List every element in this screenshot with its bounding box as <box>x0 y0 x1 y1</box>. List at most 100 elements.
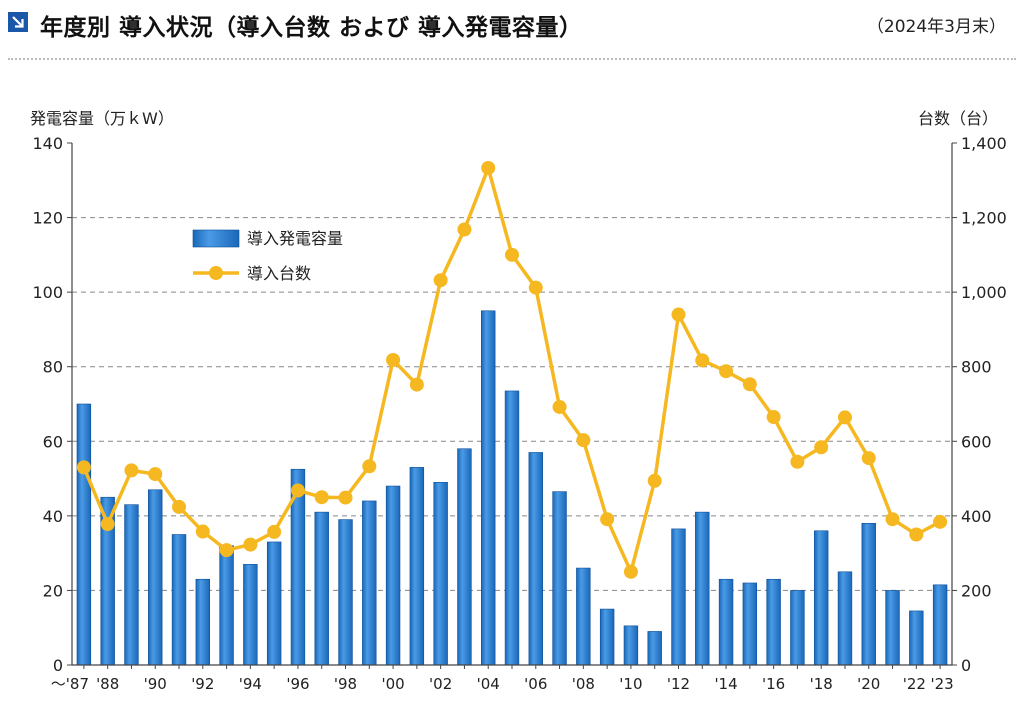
right-tick-label: 400 <box>961 507 992 526</box>
left-axis-title: 発電容量（万ｋW） <box>30 109 174 128</box>
bar <box>528 452 543 666</box>
line-point <box>647 473 662 488</box>
right-tick-label: 800 <box>961 358 992 377</box>
legend-label-bar: 導入発電容量 <box>247 229 343 248</box>
x-tick-label: '98 <box>334 675 357 693</box>
bar <box>599 608 615 666</box>
line-point <box>290 483 305 498</box>
x-tick-label: '02 <box>429 675 452 693</box>
left-tick-label: 20 <box>43 581 63 600</box>
x-tick-label: ～'87 <box>51 675 89 693</box>
x-tick-label: '92 <box>191 675 214 693</box>
bar <box>171 534 187 666</box>
page-title: 年度別 導入状況（導入台数 および 導入発電容量） <box>40 15 583 41</box>
line-point <box>623 564 638 579</box>
bar <box>932 584 948 666</box>
bar <box>647 631 662 666</box>
line-point <box>148 467 163 482</box>
left-tick-label: 40 <box>43 507 63 526</box>
line-point <box>433 273 448 288</box>
right-tick-label: 1,400 <box>961 134 1007 153</box>
line-point <box>172 499 187 514</box>
bar <box>148 489 163 666</box>
bar <box>742 582 758 666</box>
left-tick-label: 60 <box>43 432 63 451</box>
line-point <box>576 433 591 448</box>
x-tick-label: '88 <box>96 675 119 693</box>
x-tick-label: '94 <box>239 675 262 693</box>
line-point <box>885 512 900 527</box>
x-tick-label: '12 <box>667 675 690 693</box>
x-tick-label: '20 <box>857 675 880 693</box>
bar <box>219 545 234 666</box>
right-tick-label: 0 <box>961 656 971 675</box>
bar <box>409 467 425 666</box>
bar <box>813 530 829 666</box>
bar <box>243 564 258 666</box>
x-tick-label: '10 <box>619 675 642 693</box>
x-tick-label: '18 <box>810 675 833 693</box>
line-point <box>362 459 377 474</box>
line-point <box>409 377 424 392</box>
legend-label-line: 導入台数 <box>247 264 311 283</box>
line-point <box>861 451 876 466</box>
line-point <box>719 364 734 379</box>
bar <box>671 528 686 666</box>
left-tick-label: 140 <box>32 134 63 153</box>
line-point <box>552 399 567 414</box>
arrow-down-right-icon <box>8 12 28 32</box>
bar <box>837 571 853 666</box>
x-tick-label: '90 <box>144 675 167 693</box>
bar <box>338 519 353 666</box>
left-tick-label: 80 <box>43 358 63 377</box>
line-point <box>338 490 353 505</box>
x-tick-label: '14 <box>714 675 737 693</box>
line-point <box>505 247 519 262</box>
bar <box>314 511 329 666</box>
x-tick-label: '00 <box>381 675 404 693</box>
line-point <box>267 524 282 539</box>
left-tick-label: 120 <box>32 209 63 228</box>
bar <box>623 625 639 666</box>
line-point <box>671 307 686 322</box>
bar <box>195 578 211 666</box>
line-point <box>314 490 329 505</box>
line-point <box>742 377 757 392</box>
x-tick-label: '16 <box>762 675 785 693</box>
line-point <box>528 280 543 295</box>
bar <box>433 481 448 666</box>
x-tick-label: '08 <box>572 675 595 693</box>
x-tick-label: '04 <box>477 675 500 693</box>
x-tick-label: '96 <box>286 675 309 693</box>
line-point <box>933 514 948 529</box>
bar <box>576 567 591 666</box>
line-point <box>766 410 781 425</box>
bar <box>718 578 734 666</box>
bar <box>124 504 139 666</box>
x-tick-label: '22 <box>903 675 926 693</box>
line-point <box>243 537 258 552</box>
left-tick-label: 100 <box>32 283 63 302</box>
right-tick-label: 1,000 <box>961 283 1007 302</box>
line-point <box>837 410 852 425</box>
left-tick-label: 0 <box>53 656 63 675</box>
bar <box>766 578 781 666</box>
line-point <box>481 160 496 175</box>
line-point <box>790 454 805 469</box>
bar <box>885 590 900 666</box>
right-axis-title: 台数（台） <box>918 109 998 128</box>
line-point <box>124 463 139 478</box>
line-point <box>195 524 210 539</box>
x-tick-label: '06 <box>524 675 547 693</box>
bar <box>552 491 567 666</box>
line-point <box>695 353 710 368</box>
legend-line-marker <box>209 266 223 280</box>
date-note: （2024年3月末） <box>866 17 1006 37</box>
bar <box>266 541 282 666</box>
title-divider <box>8 58 1016 60</box>
bar <box>385 485 401 666</box>
bar <box>695 511 710 666</box>
bar <box>861 523 876 666</box>
bar <box>481 310 496 666</box>
